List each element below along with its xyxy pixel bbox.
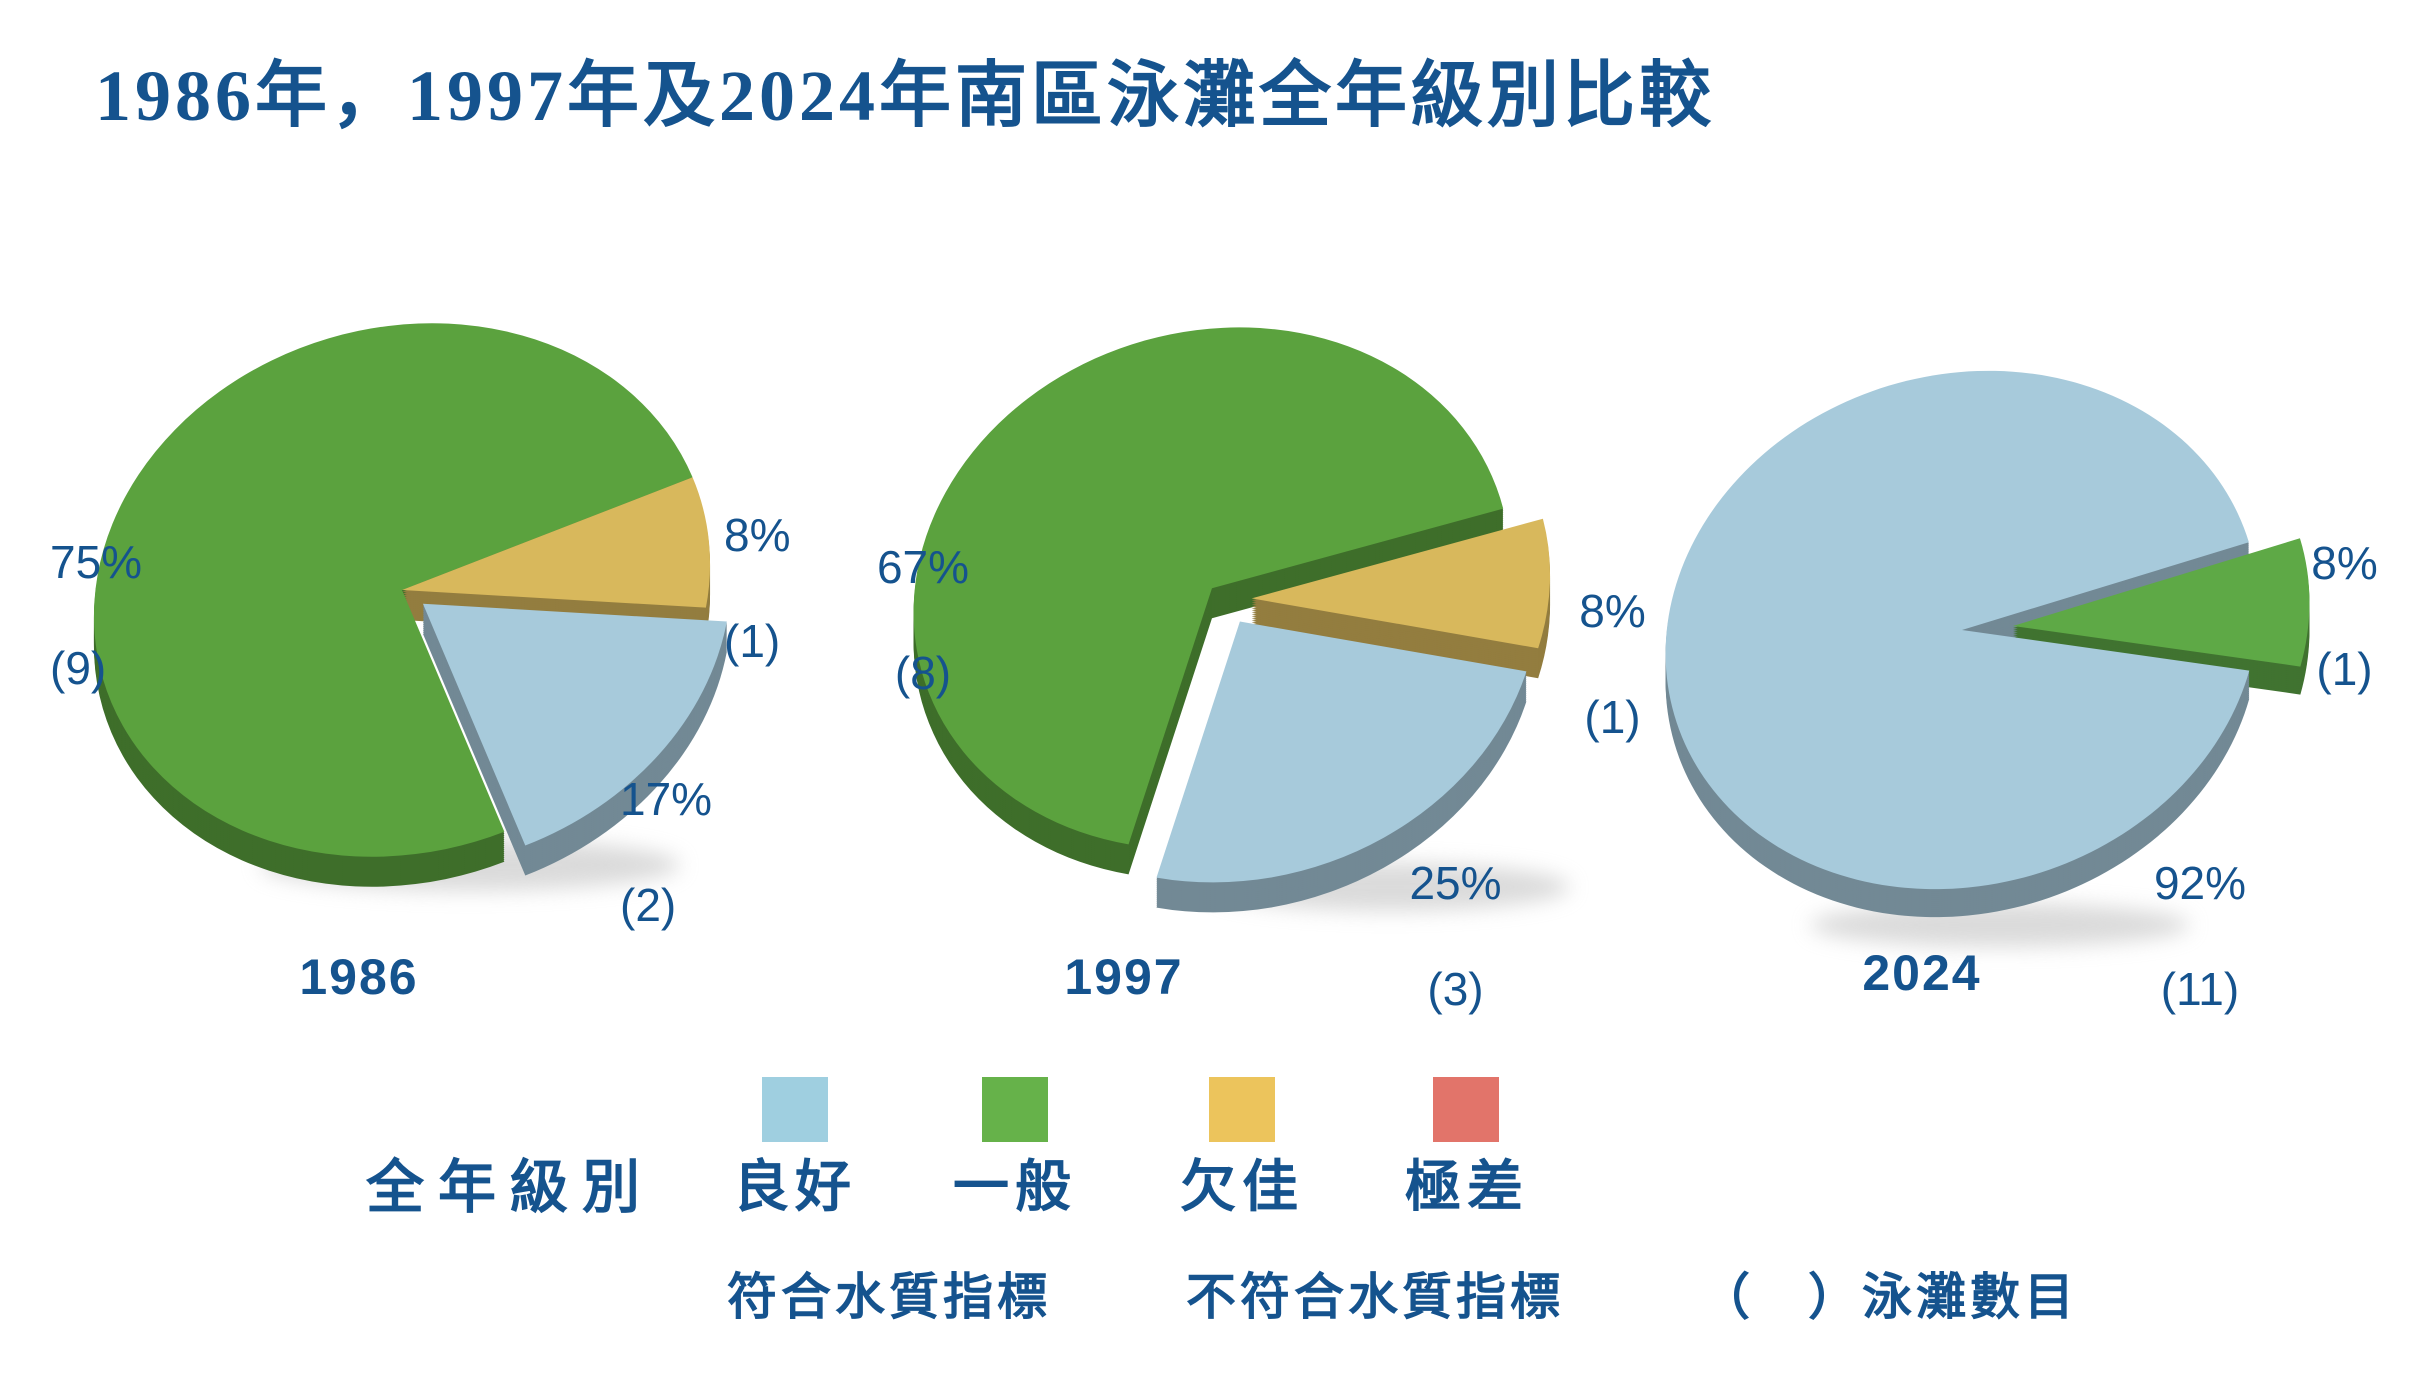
slice-label-1997-poor: 8% (1)	[1579, 585, 1646, 743]
legend-label-good: 良好	[733, 1157, 857, 1219]
year-label-1997: 1997	[1064, 949, 1184, 1005]
slice-label-1997-good: 25% (3)	[1409, 857, 1502, 1015]
legend-note-noncompliant: 不符合水質指標	[1186, 1269, 1564, 1325]
pie-slice-1997-1	[1251, 518, 1551, 649]
pie-slice-1986-1	[402, 477, 710, 608]
legend-swatch-poor	[1209, 1077, 1275, 1142]
pie-1986	[93, 323, 727, 891]
slice-label-1986-fair: 75% (9)	[50, 536, 143, 694]
pie-slice-1997-2	[1156, 621, 1527, 883]
pie-1997	[913, 327, 1570, 913]
legend-label-verypoor: 極差	[1405, 1157, 1529, 1219]
slice-label-1997-fair: 67% (8)	[876, 541, 970, 699]
chart-title: 1986年，1997年及2024年南區泳灘全年級別比較	[95, 56, 1716, 136]
slice-label-1986-poor: 8% (1)	[724, 509, 791, 667]
year-label-1986: 1986	[299, 949, 419, 1005]
slice-label-2024-good: 92% (11)	[2153, 857, 2247, 1015]
legend-label-poor: 欠佳	[1180, 1157, 1304, 1219]
slice-label-2024-fair: 8% (1)	[2311, 537, 2378, 695]
legend-swatch-fair	[982, 1077, 1048, 1142]
legend-swatch-verypoor	[1433, 1077, 1499, 1142]
pie-2024	[1665, 370, 2310, 947]
pie-slice-1986-2	[422, 603, 727, 846]
legend-title: 全年級別	[366, 1155, 655, 1220]
pie-slice-2024-0	[1665, 370, 2250, 890]
legend-swatch-good	[762, 1077, 828, 1142]
legend-label-fair: 一般	[953, 1157, 1077, 1219]
pie-slice-1986-0	[93, 323, 693, 857]
legend-note-beach-count: （ ）泳灘數目	[1700, 1269, 2078, 1325]
pie-slice-2024-1	[2013, 538, 2310, 667]
slice-label-1986-good: 17% (2)	[620, 773, 713, 931]
year-label-2024: 2024	[1862, 945, 1982, 1001]
pie-slice-1997-0	[913, 327, 1504, 845]
legend-note-compliant: 符合水質指標	[727, 1269, 1051, 1325]
